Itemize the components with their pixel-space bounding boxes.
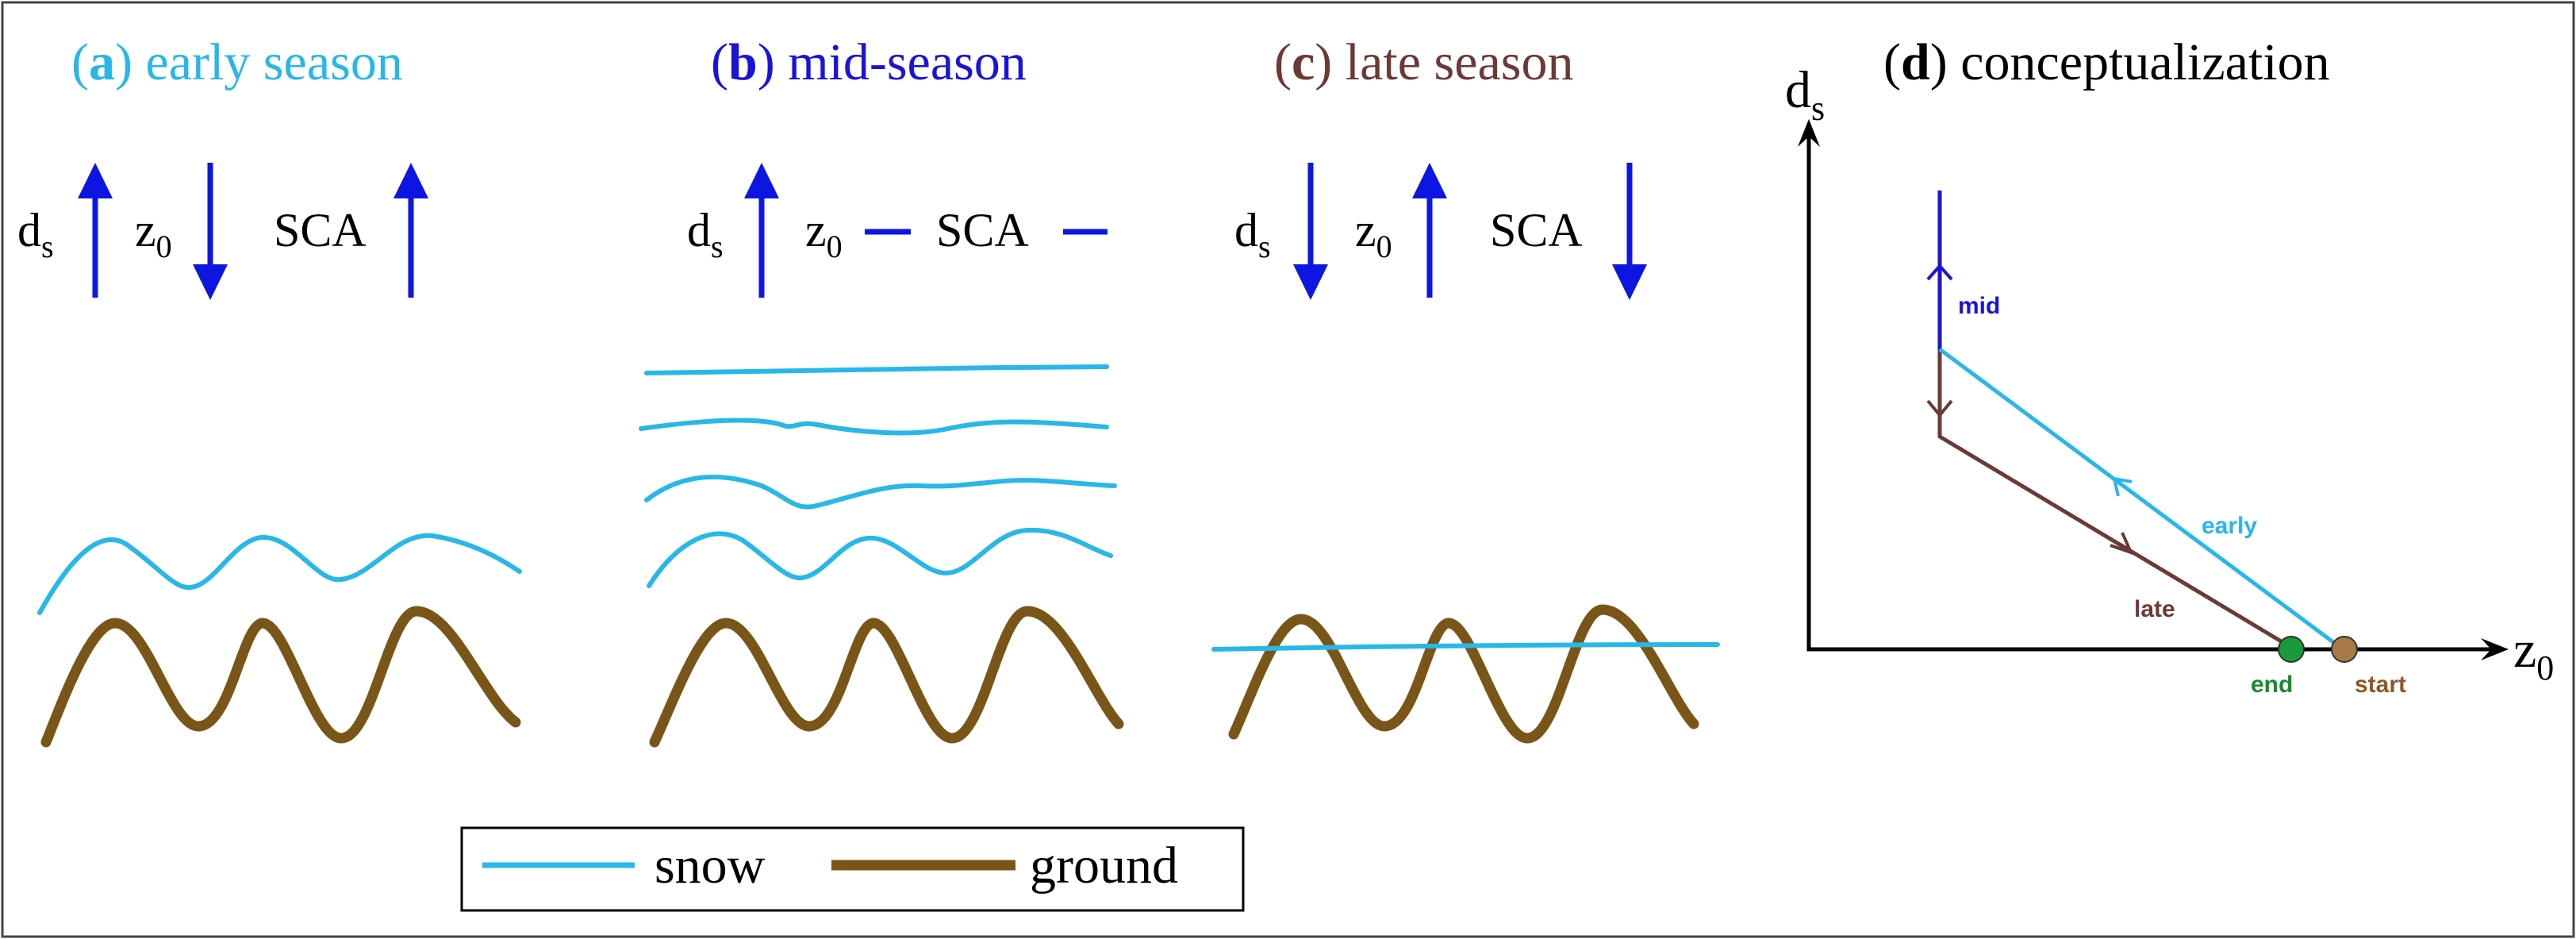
y-axis-arrow-icon bbox=[1798, 119, 1820, 147]
snow-line bbox=[1211, 642, 1720, 652]
sca-label: SCA bbox=[1490, 204, 1583, 256]
panel-a-indicators: ds z0 SCA bbox=[17, 163, 428, 300]
early-direction-arrow-icon bbox=[2112, 476, 2133, 497]
z0-label: z0 bbox=[805, 204, 843, 264]
z0-up-arrow-icon bbox=[1412, 163, 1447, 298]
late-vertical-arrow-icon bbox=[1926, 399, 1953, 418]
snow-line bbox=[37, 533, 522, 615]
ds-down-arrow-icon bbox=[1293, 163, 1328, 300]
sca-up-arrow-icon bbox=[394, 163, 428, 298]
late-path bbox=[1937, 349, 2288, 647]
ds-label: ds bbox=[687, 204, 724, 264]
ds-label: ds bbox=[1234, 204, 1271, 264]
panel-b-sketch bbox=[639, 364, 1124, 748]
z0-down-arrow-icon bbox=[193, 163, 228, 300]
legend-snow-label: snow bbox=[655, 837, 766, 895]
sca-down-arrow-icon bbox=[1612, 163, 1647, 300]
late-label: late bbox=[2134, 596, 2175, 622]
panel-a-sketch bbox=[37, 533, 522, 748]
ground-line bbox=[649, 606, 1124, 748]
panel-c-indicators: ds z0 SCA bbox=[1234, 163, 1647, 300]
snow-line bbox=[639, 418, 1109, 436]
concept-diagram: ds z0 mid late early end start bbox=[1785, 61, 2554, 698]
z0-label: z0 bbox=[1355, 204, 1392, 264]
ds-label: ds bbox=[17, 204, 54, 264]
ds-up-arrow-icon bbox=[78, 163, 113, 298]
panel-b-title: (b) mid-season bbox=[711, 33, 1027, 91]
snow-line bbox=[644, 474, 1117, 510]
legend: snow ground bbox=[460, 826, 1245, 912]
ds-up-arrow-icon bbox=[744, 163, 779, 298]
y-axis-label: ds bbox=[1785, 61, 1825, 128]
panel-c-sketch bbox=[1211, 604, 1720, 744]
snow-line bbox=[644, 364, 1109, 375]
end-label: end bbox=[2251, 672, 2293, 698]
z0-label: z0 bbox=[135, 204, 172, 264]
mid-label: mid bbox=[1958, 293, 2000, 319]
panel-b-indicators: ds z0 SCA bbox=[687, 163, 1108, 298]
early-label: early bbox=[2202, 513, 2257, 539]
sca-label: SCA bbox=[274, 204, 367, 256]
late-diagonal-arrow-icon bbox=[2110, 532, 2134, 556]
ground-line bbox=[1228, 604, 1699, 744]
panel-c-title: (c) late season bbox=[1274, 33, 1573, 91]
end-marker bbox=[2278, 636, 2305, 663]
ground-line bbox=[40, 606, 521, 748]
mid-direction-arrow-icon bbox=[1926, 263, 1953, 281]
snow-line bbox=[647, 527, 1113, 588]
start-label: start bbox=[2355, 672, 2406, 698]
x-axis-arrow-icon bbox=[2481, 638, 2509, 660]
start-marker bbox=[2331, 636, 2358, 663]
panel-d-title: (d) conceptualization bbox=[1883, 33, 2330, 91]
early-path bbox=[1938, 347, 2338, 647]
legend-ground-label: ground bbox=[1030, 837, 1178, 895]
sca-label: SCA bbox=[936, 204, 1029, 256]
x-axis-label: z0 bbox=[2513, 621, 2554, 687]
panel-a-title: (a) early season bbox=[71, 33, 403, 91]
